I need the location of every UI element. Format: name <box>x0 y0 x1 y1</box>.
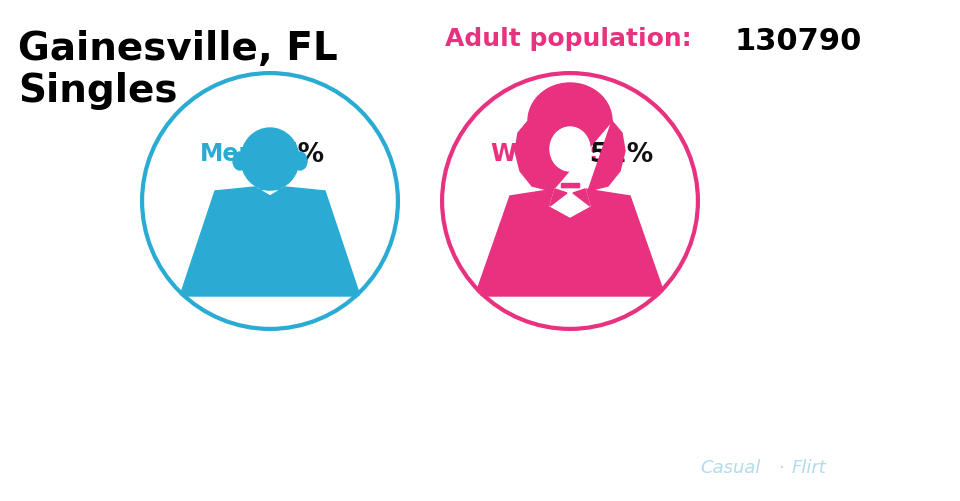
Ellipse shape <box>550 128 590 172</box>
Ellipse shape <box>233 153 247 171</box>
Text: 130790: 130790 <box>735 27 862 56</box>
Text: Casual: Casual <box>700 458 760 476</box>
Polygon shape <box>260 182 280 189</box>
Text: Gainesville, FL: Gainesville, FL <box>18 30 338 68</box>
Polygon shape <box>515 84 625 191</box>
Text: 52%: 52% <box>590 142 653 168</box>
Ellipse shape <box>241 129 299 190</box>
Polygon shape <box>259 189 281 239</box>
Ellipse shape <box>293 153 307 171</box>
Text: Men:: Men: <box>200 142 266 166</box>
Polygon shape <box>475 189 665 297</box>
Text: 47%: 47% <box>262 142 325 168</box>
Text: Flirt: Flirt <box>792 458 827 476</box>
Text: Adult population:: Adult population: <box>445 27 691 51</box>
Polygon shape <box>180 188 360 297</box>
Text: Singles: Singles <box>18 72 178 110</box>
Text: Women:: Women: <box>490 142 598 166</box>
Polygon shape <box>573 189 590 206</box>
Text: ·: · <box>778 458 783 476</box>
Polygon shape <box>550 189 590 217</box>
Polygon shape <box>561 184 579 193</box>
Polygon shape <box>550 189 567 206</box>
Polygon shape <box>248 188 292 219</box>
